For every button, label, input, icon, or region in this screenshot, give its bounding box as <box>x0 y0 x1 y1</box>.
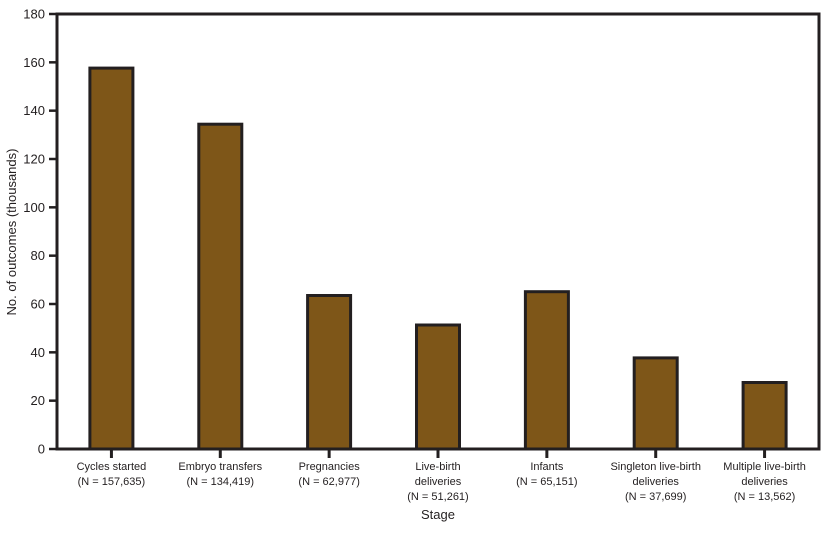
x-category-label: Cycles started <box>77 461 147 473</box>
y-tick-label: 160 <box>23 55 45 70</box>
x-category-label: deliveries <box>632 476 679 488</box>
y-tick-label: 100 <box>23 200 45 215</box>
axes-layer <box>49 12 821 458</box>
bar-multiple-live-birth-deliveries <box>741 381 788 451</box>
x-category-label: (N = 51,261) <box>407 491 468 503</box>
bar-embryo-transfers <box>197 122 244 451</box>
x-category-label: Live-birth <box>415 461 460 473</box>
plot-border <box>55 12 821 451</box>
x-category-label: (N = 13,562) <box>734 491 795 503</box>
bar-pregnancies <box>306 294 353 451</box>
y-tick-label: 180 <box>23 7 45 22</box>
y-axis-title: No. of outcomes (thousands) <box>4 149 19 316</box>
y-tick-label: 120 <box>23 152 45 167</box>
x-category-label: (N = 65,151) <box>516 476 577 488</box>
x-category-label: deliveries <box>415 476 462 488</box>
x-category-label: Pregnancies <box>299 461 361 473</box>
labels-layer: 0 20 40 60 80 100 120 140 160 180 Cycles started (N… <box>23 7 806 503</box>
y-tick-label: 0 <box>38 442 45 457</box>
x-category-label: (N = 62,977) <box>298 476 359 488</box>
x-category-label: (N = 134,419) <box>186 476 254 488</box>
bar-singleton-live-birth-deliveries <box>632 356 679 451</box>
x-category-label: Singleton live-birth <box>610 461 701 473</box>
x-category-label: Embryo transfers <box>178 461 262 473</box>
y-tick-label: 60 <box>31 297 45 312</box>
x-category-label: Multiple live-birth <box>723 461 806 473</box>
bar-live-birth-deliveries <box>415 323 461 451</box>
x-category-label: deliveries <box>741 476 788 488</box>
bar-infants <box>523 290 570 451</box>
bar-cycles-started <box>88 66 135 451</box>
y-tick-label: 20 <box>31 393 45 408</box>
y-tick-label: 140 <box>23 103 45 118</box>
y-tick-label: 40 <box>31 345 45 360</box>
x-category-label: (N = 37,699) <box>625 491 686 503</box>
x-category-label: Infants <box>530 461 564 473</box>
y-tick-label: 80 <box>31 248 45 263</box>
x-category-label: (N = 157,635) <box>78 476 146 488</box>
x-axis-title: Stage <box>421 507 455 522</box>
bars-layer <box>88 66 788 451</box>
